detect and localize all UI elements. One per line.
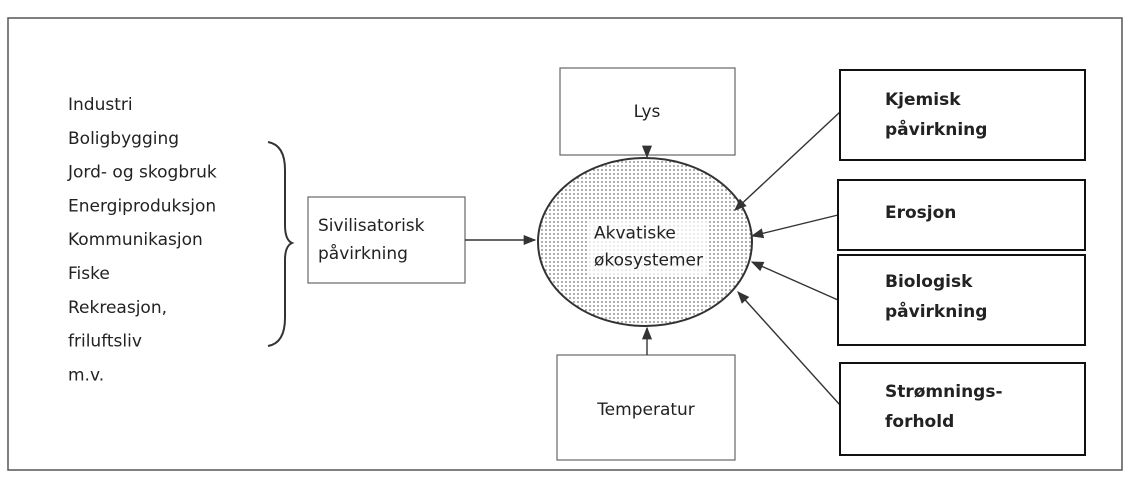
source-label: Kommunikasjon [68, 230, 203, 250]
frame [7, 17, 1123, 471]
bottom-label: Temperatur [596, 400, 695, 420]
center-label: økosystemer [594, 251, 703, 271]
right-label: Kjemisk [885, 90, 961, 110]
arrow [734, 111, 841, 211]
right-label: påvirkning [885, 300, 987, 322]
right-label: Strømnings- [885, 382, 1003, 402]
civilization-label: påvirkning [318, 243, 408, 264]
right-box [837, 179, 1086, 251]
brace [267, 141, 295, 347]
civilization-label: Sivilisatorisk [318, 216, 425, 236]
top-label: Lys [634, 102, 661, 122]
bottom-box [556, 354, 736, 461]
right-label: Erosjon [885, 203, 956, 223]
arrows [465, 111, 841, 406]
arrow [750, 214, 839, 239]
arrow [750, 261, 839, 301]
source-label: Energiproduksjon [68, 196, 216, 216]
right-box [839, 69, 1086, 161]
source-label: Jord- og skogbruk [67, 163, 217, 183]
source-label: m.v. [68, 365, 104, 385]
civilization-box [307, 196, 466, 284]
source-label: friluftsliv [68, 332, 142, 352]
right-label: Biologisk [885, 272, 973, 292]
right-box [839, 362, 1086, 456]
right-label: påvirkning [885, 118, 987, 140]
arrow [737, 291, 841, 406]
source-label: Industri [68, 95, 133, 115]
source-label: Rekreasjon, [68, 298, 167, 318]
center-label: Akvatiske [594, 224, 676, 244]
right-label: forhold [885, 412, 954, 432]
label-backdrop [588, 220, 708, 276]
right-boxes [837, 69, 1086, 456]
right-box [837, 254, 1086, 346]
source-label: Fiske [68, 264, 110, 284]
source-label: Boligbygging [68, 129, 179, 149]
